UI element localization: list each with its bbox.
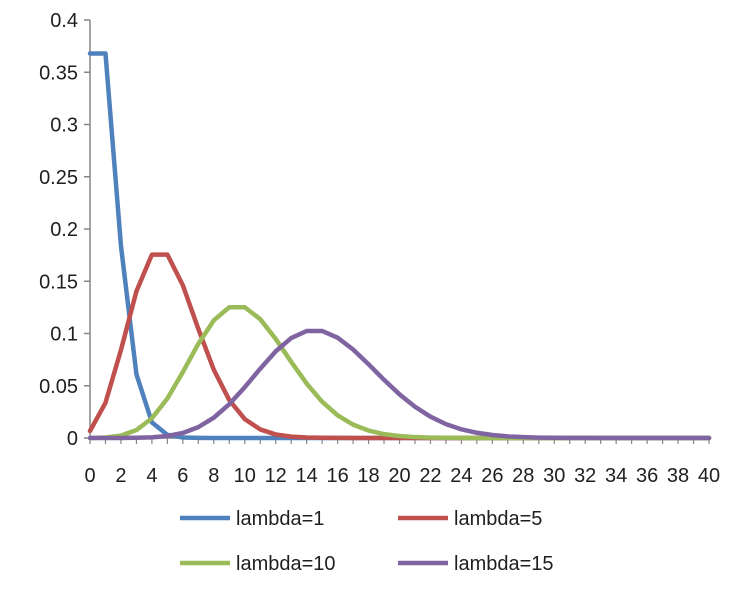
x-tick-label: 38 [667, 465, 689, 487]
x-tick-label: 6 [177, 465, 188, 487]
y-tick-label: 0 [67, 428, 78, 450]
y-tick-label: 0.15 [39, 271, 78, 293]
x-tick-label: 28 [512, 465, 534, 487]
y-tick-label: 0.35 [39, 62, 78, 84]
x-tick-label: 18 [357, 465, 379, 487]
x-tick-label: 26 [481, 465, 503, 487]
y-tick-label: 0.2 [50, 219, 78, 241]
legend-label: lambda=15 [454, 553, 554, 575]
series-line-lambda-1 [87, 51, 712, 441]
y-tick-label: 0.3 [50, 115, 78, 137]
x-tick-label: 22 [419, 465, 441, 487]
legend-entry: lambda=1 [180, 508, 324, 530]
series-line-lambda-5 [87, 252, 712, 441]
x-tick-label: 40 [698, 465, 720, 487]
x-axis-ticks: 0 2 4 6 8 10 12 14 16 18 20 22 24 26 28 30 32 34 36 38 40 [84, 438, 720, 487]
x-tick-label: 24 [450, 465, 472, 487]
x-tick-label: 30 [543, 465, 565, 487]
series-line-lambda-15 [87, 328, 712, 441]
x-tick-label: 4 [146, 465, 157, 487]
legend-label: lambda=1 [236, 508, 324, 530]
series-line-lambda-10 [87, 305, 712, 441]
legend-entry: lambda=5 [398, 508, 542, 530]
y-tick-label: 0.1 [50, 324, 78, 346]
x-tick-label: 0 [84, 465, 95, 487]
y-axis-ticks: 0 0.05 0.1 0.15 0.2 0.25 0.3 0.35 0.4 [39, 10, 90, 450]
x-tick-label: 20 [388, 465, 410, 487]
legend: lambda=1 lambda=5 lambda=10 lambda=15 [180, 508, 554, 575]
legend-label: lambda=5 [454, 508, 542, 530]
x-tick-label: 16 [326, 465, 348, 487]
x-tick-label: 32 [574, 465, 596, 487]
x-tick-label: 36 [636, 465, 658, 487]
y-tick-label: 0.4 [50, 10, 78, 32]
legend-entry: lambda=10 [180, 553, 336, 575]
x-tick-label: 10 [234, 465, 256, 487]
legend-label: lambda=10 [236, 553, 336, 575]
x-tick-label: 14 [296, 465, 318, 487]
x-tick-label: 2 [115, 465, 126, 487]
x-tick-label: 8 [208, 465, 219, 487]
series-lines [87, 51, 712, 441]
y-tick-label: 0.25 [39, 167, 78, 189]
x-tick-label: 34 [605, 465, 627, 487]
y-tick-label: 0.05 [39, 376, 78, 398]
x-tick-label: 12 [265, 465, 287, 487]
legend-entry: lambda=15 [398, 553, 554, 575]
